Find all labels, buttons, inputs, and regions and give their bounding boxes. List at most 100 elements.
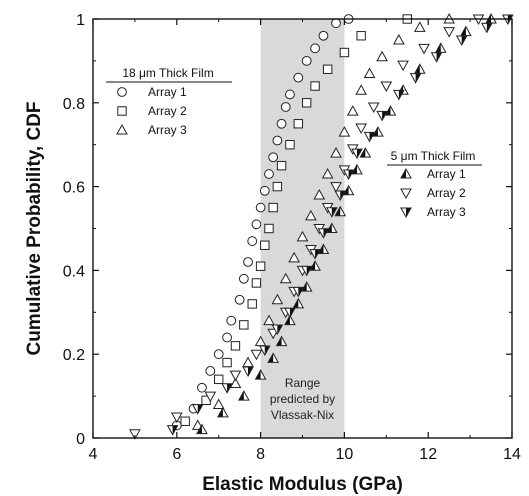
data-point: [310, 43, 320, 54]
axis-ticks: 4 6 8 10 12 14 0 0.2 0.4 0.6 0.8 1: [63, 12, 521, 463]
data-point: [321, 168, 334, 179]
data-point: [293, 119, 304, 129]
data-point: [284, 314, 296, 326]
x-tick-label: 12: [419, 446, 437, 463]
data-point: [268, 152, 279, 163]
data-point: [355, 123, 368, 134]
data-point: [409, 73, 422, 84]
x-tick-label: 10: [336, 446, 354, 463]
x-axis-label: Elastic Modulus (GPa): [202, 474, 403, 495]
data-point: [376, 110, 388, 122]
x-tick-label: 8: [256, 446, 265, 463]
data-point: [230, 341, 241, 351]
band-label-line: Range: [285, 376, 321, 390]
data-point: [263, 314, 275, 326]
series-6: [166, 14, 514, 436]
data-point: [279, 272, 292, 284]
data-point: [275, 335, 288, 347]
data-point: [318, 30, 329, 41]
data-point: [372, 126, 384, 137]
data-point: [234, 294, 245, 305]
data-point: [285, 139, 295, 150]
data-point: [258, 345, 271, 357]
data-point: [242, 366, 254, 377]
legend-entry: Array 1: [148, 85, 187, 99]
data-point: [129, 429, 141, 440]
data-point: [434, 42, 447, 53]
data-point: [251, 219, 262, 230]
legend-marker: [400, 207, 412, 219]
data-point: [251, 278, 262, 288]
data-point: [305, 209, 317, 221]
legend-group: 18 μm Thick Film Array 1 Array 2 Array 3: [106, 66, 232, 137]
data-point: [293, 72, 304, 83]
series-4: [196, 12, 497, 435]
data-point: [276, 118, 287, 129]
data-point: [317, 228, 330, 239]
data-point: [212, 398, 225, 409]
data-point: [222, 332, 232, 343]
data-point: [342, 169, 355, 181]
legend-marker: [400, 167, 412, 179]
data-point: [301, 98, 312, 108]
data-point: [229, 377, 242, 389]
x-tick-label: 4: [89, 446, 98, 463]
data-point: [260, 240, 270, 250]
data-points: [129, 12, 514, 440]
data-point: [413, 63, 426, 74]
legend-entry: Array 3: [148, 123, 187, 137]
x-tick-label: 14: [503, 446, 521, 463]
data-point: [292, 297, 305, 309]
data-point: [481, 22, 493, 34]
data-point: [229, 370, 242, 382]
data-point: [204, 391, 217, 403]
y-axis-label: Cumulative Probability, CDF: [24, 101, 45, 355]
data-point: [342, 184, 355, 196]
data-point: [359, 147, 372, 158]
data-point: [196, 423, 208, 435]
data-point: [271, 293, 284, 305]
data-point: [339, 47, 350, 58]
data-point: [351, 163, 363, 175]
data-point: [310, 81, 320, 91]
y-tick-label: 0: [76, 431, 85, 448]
data-point: [191, 404, 204, 415]
data-point: [226, 315, 237, 326]
data-point: [313, 188, 326, 200]
data-point: [254, 369, 267, 380]
legend-title: 18 μm Thick Film: [122, 66, 213, 80]
data-point: [413, 21, 426, 32]
data-point: [242, 356, 254, 368]
data-point: [330, 147, 342, 158]
data-point: [351, 148, 363, 160]
data-point: [255, 261, 266, 271]
y-tick-label: 0.2: [63, 347, 85, 364]
data-point: [334, 190, 347, 202]
y-tick-label: 1: [76, 12, 85, 29]
data-point: [239, 320, 249, 330]
data-point: [280, 102, 291, 112]
legend-entry: Array 2: [427, 186, 466, 200]
series-5: [129, 14, 485, 440]
legend-entry: Array 1: [427, 167, 466, 181]
data-point: [393, 33, 405, 45]
data-point: [268, 202, 278, 213]
legend-marker: [117, 106, 127, 116]
x-tick-label: 6: [172, 446, 181, 463]
data-point: [166, 425, 179, 436]
legend-marker: [116, 123, 128, 135]
data-point: [309, 249, 321, 260]
data-point: [300, 265, 313, 277]
data-point: [243, 257, 253, 267]
data-point: [237, 390, 250, 401]
legend-entry: Array 3: [427, 205, 466, 219]
data-point: [255, 202, 266, 213]
data-point: [284, 307, 296, 319]
data-point: [322, 64, 333, 74]
data-point: [213, 349, 224, 360]
data-point: [346, 105, 359, 116]
data-point: [393, 89, 405, 101]
legend-marker: [400, 188, 412, 200]
data-point: [276, 160, 287, 171]
